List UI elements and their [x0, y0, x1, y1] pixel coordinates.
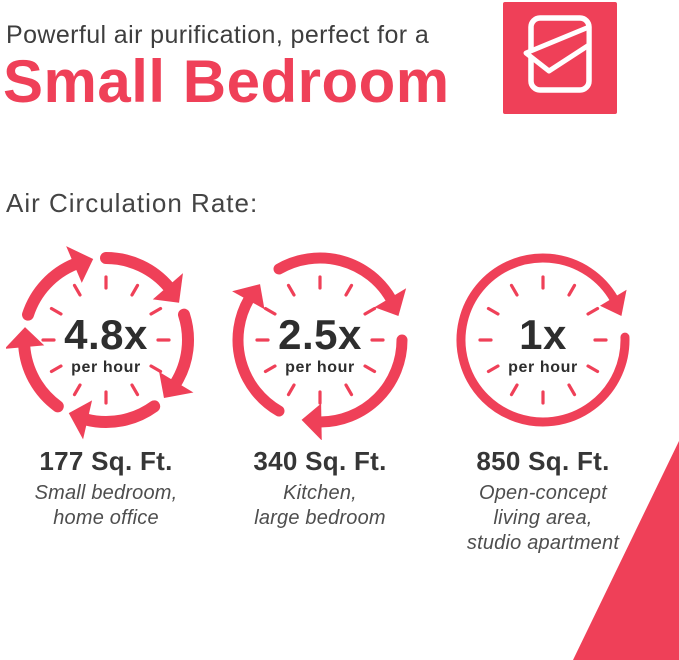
clock-tick	[486, 306, 500, 316]
clock-tick	[509, 283, 519, 297]
room-line: home office	[53, 506, 159, 529]
clock-label: 4.8x per hour	[6, 240, 206, 440]
rate-unit: per hour	[508, 358, 578, 376]
room-line: Open-concept	[478, 481, 608, 504]
clock-diagram: 4.8x per hour	[6, 240, 206, 440]
clock-tick	[49, 364, 63, 374]
clock-arrow-arc	[22, 257, 82, 321]
rate-value: 1x	[519, 310, 567, 358]
clock-label: 1x per hour	[443, 240, 643, 440]
clock-tick	[286, 283, 296, 297]
clock-arrow-arc	[18, 339, 64, 413]
room-types: Small bedroom, home office	[0, 481, 212, 531]
clock-arrow-head	[301, 403, 322, 440]
clock-tick	[586, 306, 600, 316]
clock-tick	[567, 283, 577, 297]
circulation-item-living-area: 1x per hour 850 Sq. Ft. Open-concept liv…	[437, 240, 649, 556]
area-label: 177 Sq. Ft.	[39, 446, 173, 476]
bed-badge	[503, 2, 617, 114]
clock-arrow-head	[232, 284, 265, 310]
clock-tick	[286, 383, 296, 397]
clock-tick	[72, 283, 82, 297]
rate-value: 4.8x	[64, 310, 148, 358]
clock-arrow-head	[600, 289, 627, 317]
clock-tick	[567, 383, 577, 397]
room-line: Kitchen,	[283, 481, 357, 504]
clock-tick	[72, 383, 82, 397]
clock-arrow-head	[6, 327, 45, 349]
bed-duvet-icon	[523, 15, 592, 93]
clock-arrow-head	[68, 400, 93, 440]
clock-arrow-arc	[232, 293, 285, 417]
clock-tick	[486, 364, 500, 374]
circular-arrows-clock-icon	[456, 253, 630, 427]
room-line: large bedroom	[254, 506, 386, 529]
circulation-item-kitchen: 2.5x per hour 340 Sq. Ft. Kitchen, large…	[214, 240, 426, 531]
clock-tick	[586, 364, 600, 374]
clock-tick	[509, 383, 519, 397]
clock-tick	[130, 283, 140, 297]
clock-tick	[130, 383, 140, 397]
clock-arrow-head	[66, 246, 94, 283]
clock-tick	[344, 383, 354, 397]
clock-arrow-arc	[314, 334, 408, 428]
clock-tick	[49, 306, 63, 316]
rate-unit: per hour	[71, 358, 141, 376]
section-title: Air Circulation Rate:	[6, 188, 259, 218]
room-types: Open-concept living area, studio apartme…	[437, 481, 649, 556]
clock-tick	[149, 306, 163, 316]
clock-tick	[363, 306, 377, 316]
clock-tick	[263, 364, 277, 374]
clock-tick	[363, 364, 377, 374]
room-line: living area,	[493, 506, 593, 529]
clock-arrow-arc	[456, 253, 630, 427]
clock-arrow-head	[152, 273, 183, 303]
circulation-item-small-bedroom: 4.8x per hour 177 Sq. Ft. Small bedroom,…	[0, 240, 212, 531]
area-label: 340 Sq. Ft.	[253, 446, 387, 476]
clock-diagram: 2.5x per hour	[220, 240, 420, 440]
rate-unit: per hour	[285, 358, 355, 376]
clock-tick	[149, 364, 163, 374]
page-title: Small Bedroom	[3, 48, 450, 115]
header-subtitle: Powerful air purification, perfect for a	[6, 21, 430, 49]
clock-label: 2.5x per hour	[220, 240, 420, 440]
clock-arrow-head	[374, 288, 407, 317]
clock-diagram: 1x per hour	[443, 240, 643, 440]
clock-tick	[263, 306, 277, 316]
clock-arrow-arc	[100, 252, 175, 294]
clock-arrow-arc	[169, 308, 194, 390]
clock-arrow-arc	[273, 252, 397, 305]
area-label: 850 Sq. Ft.	[476, 446, 610, 476]
rate-value: 2.5x	[278, 310, 362, 358]
circular-arrows-clock-icon	[6, 246, 194, 440]
circular-arrows-clock-icon	[232, 252, 408, 440]
clock-arrow-arc	[80, 400, 161, 428]
room-line: Small bedroom,	[34, 481, 178, 504]
clock-arrow-head	[159, 371, 194, 398]
room-line: studio apartment	[466, 531, 620, 554]
room-types: Kitchen, large bedroom	[214, 481, 426, 531]
clock-tick	[344, 283, 354, 297]
